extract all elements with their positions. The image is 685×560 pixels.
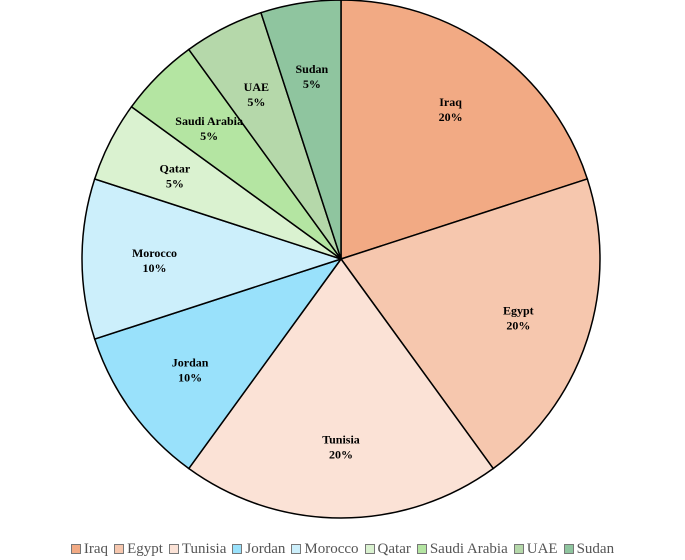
legend-swatch (168, 544, 179, 554)
legend-label: Tunisia (181, 540, 227, 557)
slice-label-morocco: Morocco 10% (132, 246, 177, 275)
legend-item-jordan: Jordan (232, 541, 285, 558)
legend-item-uae: UAE (513, 540, 558, 558)
legend-swatch (291, 544, 302, 554)
legend-label: Jordan (245, 540, 286, 557)
legend-label: Qatar (377, 540, 411, 557)
slice-label-egypt: Egypt 20% (503, 304, 534, 333)
legend-item-egypt: Egypt (114, 541, 163, 558)
legend-item-sudan: Sudan (563, 540, 615, 558)
slice-label-uae: UAE 5% (244, 80, 269, 109)
slice-label-saudi-arabia: Saudi Arabia 5% (175, 114, 243, 143)
slice-tunisia (187, 257, 495, 519)
slice-label-sudan: Sudan 5% (295, 62, 328, 91)
slice-jordan (93, 257, 343, 470)
legend-label: Egypt (127, 540, 163, 557)
legend-item-saudi-arabia: Saudi Arabia (416, 540, 508, 558)
pie-chart: Iraq 20% Egypt 20% Tunisia 20% Jordan 10% Morocc… (81, 0, 601, 519)
legend-item-morocco: Morocco (291, 540, 359, 558)
legend-swatch (416, 544, 427, 554)
slice-iraq (340, 0, 589, 261)
slice-morocco (81, 178, 344, 340)
legend-label: Morocco (304, 540, 359, 557)
legend-swatch (114, 544, 125, 554)
slice-label-tunisia: Tunisia 20% (322, 432, 360, 461)
pie-slices (81, 0, 601, 519)
legend-swatch (513, 544, 524, 554)
slice-label-jordan: Jordan 10% (172, 356, 209, 385)
slice-label-qatar: Qatar 5% (160, 161, 191, 190)
slice-labels: Iraq 20% Egypt 20% Tunisia 20% Jordan 10% Morocc… (132, 62, 534, 462)
legend-swatch (70, 544, 81, 554)
legend-swatch (563, 544, 574, 554)
slice-egypt (339, 178, 601, 470)
legend-swatch (364, 544, 375, 554)
legend-item-tunisia: Tunisia (168, 540, 227, 558)
legend-item-qatar: Qatar (364, 540, 411, 558)
legend-label: Saudi Arabia (429, 540, 508, 557)
legend-label: Sudan (576, 540, 615, 557)
legend-item-iraq: Iraq (70, 540, 109, 558)
legend-swatch (232, 544, 243, 554)
legend-label: Iraq (83, 540, 109, 557)
slice-sudan (260, 0, 342, 260)
slice-label-iraq: Iraq 20% (439, 95, 463, 124)
legend: Iraq Egypt Tunisia Jordan Morocco Qatar Saudi … (0, 538, 685, 560)
legend-label: UAE (526, 540, 558, 557)
